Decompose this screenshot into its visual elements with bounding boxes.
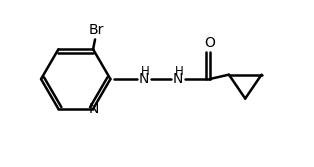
- Text: H: H: [141, 65, 149, 78]
- Text: N: N: [173, 72, 183, 86]
- Text: N: N: [139, 72, 149, 86]
- Text: N: N: [89, 102, 99, 116]
- Text: O: O: [204, 36, 215, 50]
- Text: H: H: [175, 65, 183, 78]
- Text: Br: Br: [88, 23, 104, 37]
